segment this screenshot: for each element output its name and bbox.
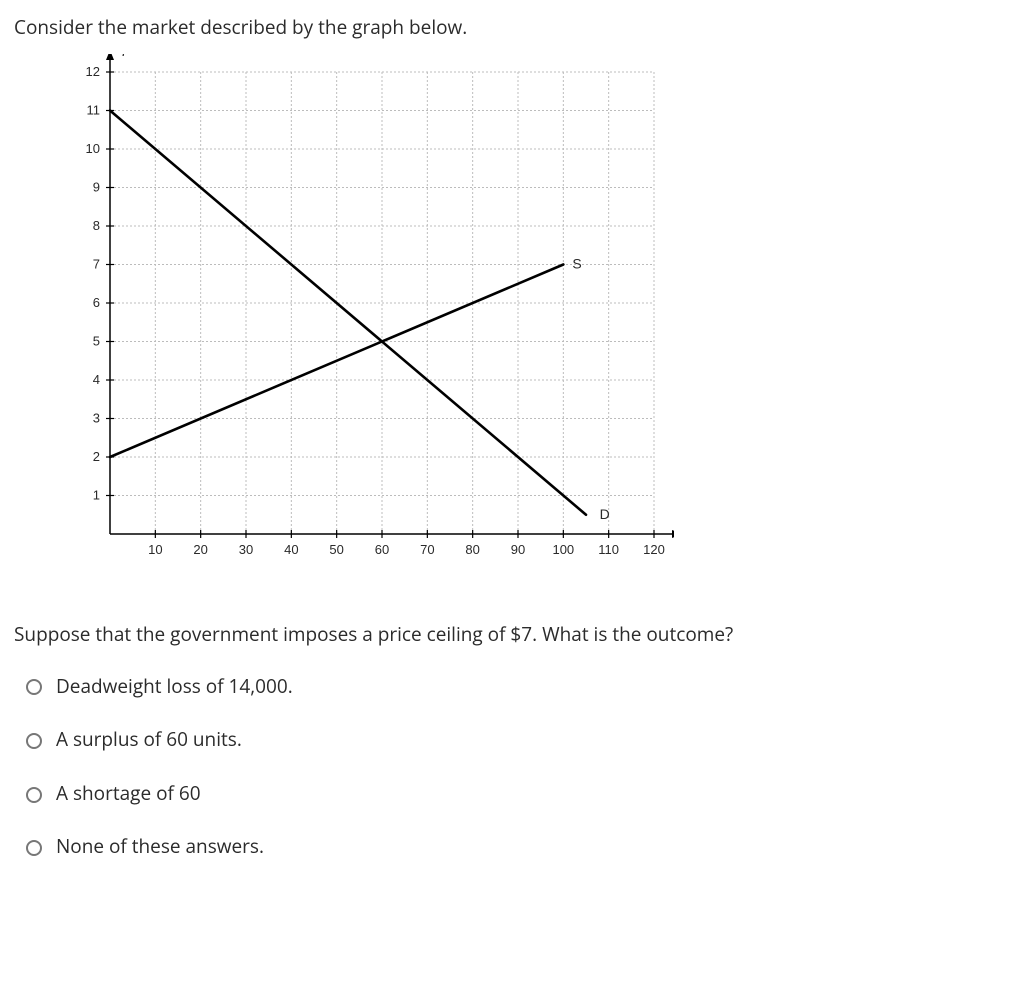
svg-text:1: 1 — [93, 487, 100, 502]
svg-text:110: 110 — [598, 542, 619, 557]
option-label: Deadweight loss of 14,000. — [56, 673, 293, 701]
svg-text:80: 80 — [465, 542, 479, 557]
svg-text:S: S — [572, 255, 581, 271]
svg-text:11: 11 — [87, 102, 101, 117]
svg-text:10: 10 — [86, 141, 100, 156]
svg-text:D: D — [600, 505, 610, 521]
svg-text:3: 3 — [93, 410, 100, 425]
svg-text:4: 4 — [93, 372, 100, 387]
svg-text:120: 120 — [643, 542, 665, 557]
question-followup: Suppose that the government imposes a pr… — [14, 621, 1006, 649]
svg-text:40: 40 — [284, 542, 298, 557]
svg-text:70: 70 — [420, 542, 434, 557]
answer-options: Deadweight loss of 14,000. A surplus of … — [14, 673, 1006, 861]
svg-text:90: 90 — [511, 542, 525, 557]
svg-text:2: 2 — [93, 449, 100, 464]
question-intro: Consider the market described by the gra… — [14, 14, 1006, 42]
option-a[interactable]: Deadweight loss of 14,000. — [26, 673, 1006, 701]
svg-text:10: 10 — [148, 542, 162, 557]
option-label: None of these answers. — [56, 833, 264, 861]
option-d[interactable]: None of these answers. — [26, 833, 1006, 861]
radio-icon — [26, 679, 42, 695]
svg-text:12: 12 — [86, 64, 100, 79]
svg-text:20: 20 — [193, 542, 207, 557]
radio-icon — [26, 840, 42, 856]
svg-text:7: 7 — [93, 256, 100, 271]
svg-text:P: P — [122, 54, 132, 59]
svg-text:60: 60 — [375, 542, 389, 557]
svg-text:50: 50 — [329, 542, 343, 557]
option-label: A surplus of 60 units. — [56, 726, 242, 754]
supply-demand-chart: 1020304050607080901001101201234567891011… — [54, 54, 1006, 582]
svg-text:6: 6 — [93, 295, 100, 310]
option-b[interactable]: A surplus of 60 units. — [26, 726, 1006, 754]
svg-text:5: 5 — [93, 333, 100, 348]
radio-icon — [26, 733, 42, 749]
radio-icon — [26, 787, 42, 803]
svg-text:9: 9 — [93, 179, 100, 194]
svg-text:30: 30 — [239, 542, 253, 557]
svg-text:100: 100 — [552, 542, 574, 557]
svg-text:8: 8 — [93, 218, 100, 233]
option-label: A shortage of 60 — [56, 780, 201, 808]
option-c[interactable]: A shortage of 60 — [26, 780, 1006, 808]
